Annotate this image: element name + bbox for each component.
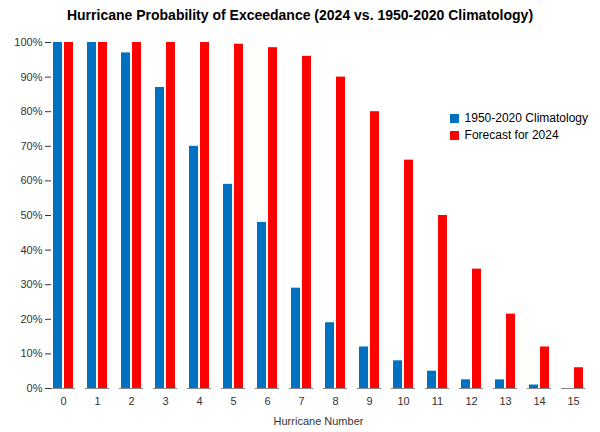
svg-text:2: 2: [128, 395, 134, 407]
svg-text:5: 5: [230, 395, 236, 407]
html-text:Forecast for 2024: Forecast for 2024: [464, 128, 559, 142]
svg-text:8: 8: [332, 395, 338, 407]
svg-text:9: 9: [366, 395, 372, 407]
svg-text:14: 14: [533, 395, 545, 407]
svg-text:80%: 80%: [20, 105, 42, 117]
svg-text:20%: 20%: [20, 313, 42, 325]
svg-text:1: 1: [94, 395, 100, 407]
svg-text:Hurricane Number: Hurricane Number: [274, 415, 364, 427]
svg-text:40%: 40%: [20, 244, 42, 256]
svg-text:7: 7: [298, 395, 304, 407]
svg-text:15: 15: [567, 395, 579, 407]
svg-text:12: 12: [465, 395, 477, 407]
svg-text:6: 6: [264, 395, 270, 407]
html-text:1950-2020 Climatology: 1950-2020 Climatology: [464, 111, 588, 125]
svg-text:10%: 10%: [20, 347, 42, 359]
svg-text:0: 0: [60, 395, 66, 407]
svg-text:3: 3: [162, 395, 168, 407]
svg-text:50%: 50%: [20, 209, 42, 221]
svg-text:70%: 70%: [20, 140, 42, 152]
svg-text:4: 4: [196, 395, 202, 407]
svg-text:11: 11: [432, 395, 443, 407]
svg-text:60%: 60%: [20, 174, 42, 186]
svg-text:10: 10: [397, 395, 409, 407]
svg-text:100%: 100%: [14, 36, 42, 48]
svg-text:90%: 90%: [20, 71, 42, 83]
svg-text:30%: 30%: [20, 278, 42, 290]
svg-text:0%: 0%: [27, 382, 43, 394]
html-text:Hurricane Probability of Excee: Hurricane Probability of Exceedance (202…: [67, 7, 533, 23]
svg-text:13: 13: [499, 395, 511, 407]
